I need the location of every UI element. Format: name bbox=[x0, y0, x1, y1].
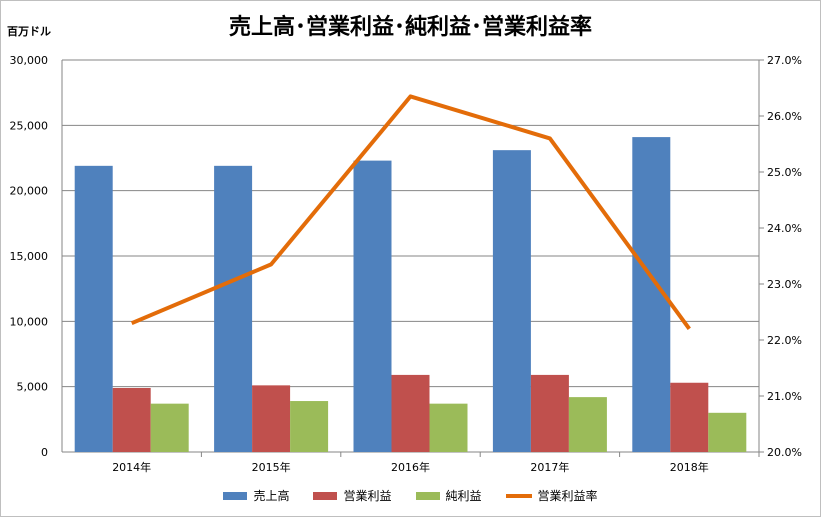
y-right-tick-label: 26.0% bbox=[767, 110, 802, 123]
bar-net-profit bbox=[568, 397, 607, 452]
legend-label-operating-profit: 営業利益 bbox=[343, 489, 392, 503]
y-right-tick-label: 24.0% bbox=[767, 222, 802, 235]
bar-operating-profit bbox=[112, 387, 151, 452]
y-right-tick-label: 20.0% bbox=[767, 446, 802, 459]
x-tick-label: 2014年 bbox=[112, 460, 151, 474]
y-left-tick-label: 20,000 bbox=[10, 185, 49, 198]
bar-sales bbox=[353, 160, 392, 452]
legend-swatch-sales bbox=[223, 491, 248, 500]
bar-operating-profit bbox=[530, 374, 569, 452]
legend-item-sales: 売上高 bbox=[223, 487, 289, 504]
legend-swatch-net-profit bbox=[415, 491, 440, 500]
y-left-tick-label: 15,000 bbox=[10, 250, 49, 263]
legend-label-sales: 売上高 bbox=[253, 489, 290, 503]
legend: 売上高 営業利益 純利益 営業利益率 bbox=[1, 487, 820, 504]
y-left-tick-label: 10,000 bbox=[10, 315, 49, 328]
x-tick-label: 2018年 bbox=[670, 460, 709, 474]
y-left-tick-label: 25,000 bbox=[10, 119, 49, 132]
y-right-tick-label: 22.0% bbox=[767, 334, 802, 347]
legend-label-net-profit: 純利益 bbox=[445, 489, 482, 503]
y-right-tick-label: 23.0% bbox=[767, 278, 802, 291]
y-right-tick-label: 25.0% bbox=[767, 166, 802, 179]
y-left-tick-label: 0 bbox=[41, 446, 48, 459]
legend-item-operating-profit: 営業利益 bbox=[313, 487, 392, 504]
x-tick-label: 2017年 bbox=[530, 460, 569, 474]
bar-net-profit bbox=[429, 403, 468, 452]
chart-title: 売上高･営業利益･純利益･営業利益率 bbox=[228, 15, 592, 40]
left-axis-unit-label: 百万ドル bbox=[7, 25, 51, 38]
y-right-tick-label: 27.0% bbox=[767, 54, 802, 67]
legend-swatch-operating-profit bbox=[313, 491, 338, 500]
legend-item-operating-margin: 営業利益率 bbox=[505, 487, 598, 504]
bar-net-profit bbox=[708, 412, 747, 452]
bar-operating-profit bbox=[252, 385, 291, 452]
bar-net-profit bbox=[150, 403, 189, 452]
bar-sales bbox=[492, 150, 531, 452]
bar-sales bbox=[214, 165, 253, 452]
y-left-tick-label: 5,000 bbox=[17, 381, 49, 394]
legend-swatch-operating-margin bbox=[505, 493, 532, 498]
y-left-tick-label: 30,000 bbox=[10, 54, 49, 67]
line-operating-margin bbox=[130, 94, 691, 330]
legend-label-operating-margin: 営業利益率 bbox=[537, 489, 598, 503]
x-tick-label: 2015年 bbox=[252, 460, 291, 474]
bar-sales bbox=[74, 165, 113, 452]
x-tick-label: 2016年 bbox=[391, 460, 430, 474]
bar-net-profit bbox=[290, 401, 329, 452]
bar-operating-profit bbox=[391, 374, 430, 452]
bar-operating-profit bbox=[670, 382, 709, 452]
y-right-tick-label: 21.0% bbox=[767, 390, 802, 403]
legend-item-net-profit: 純利益 bbox=[415, 487, 482, 504]
